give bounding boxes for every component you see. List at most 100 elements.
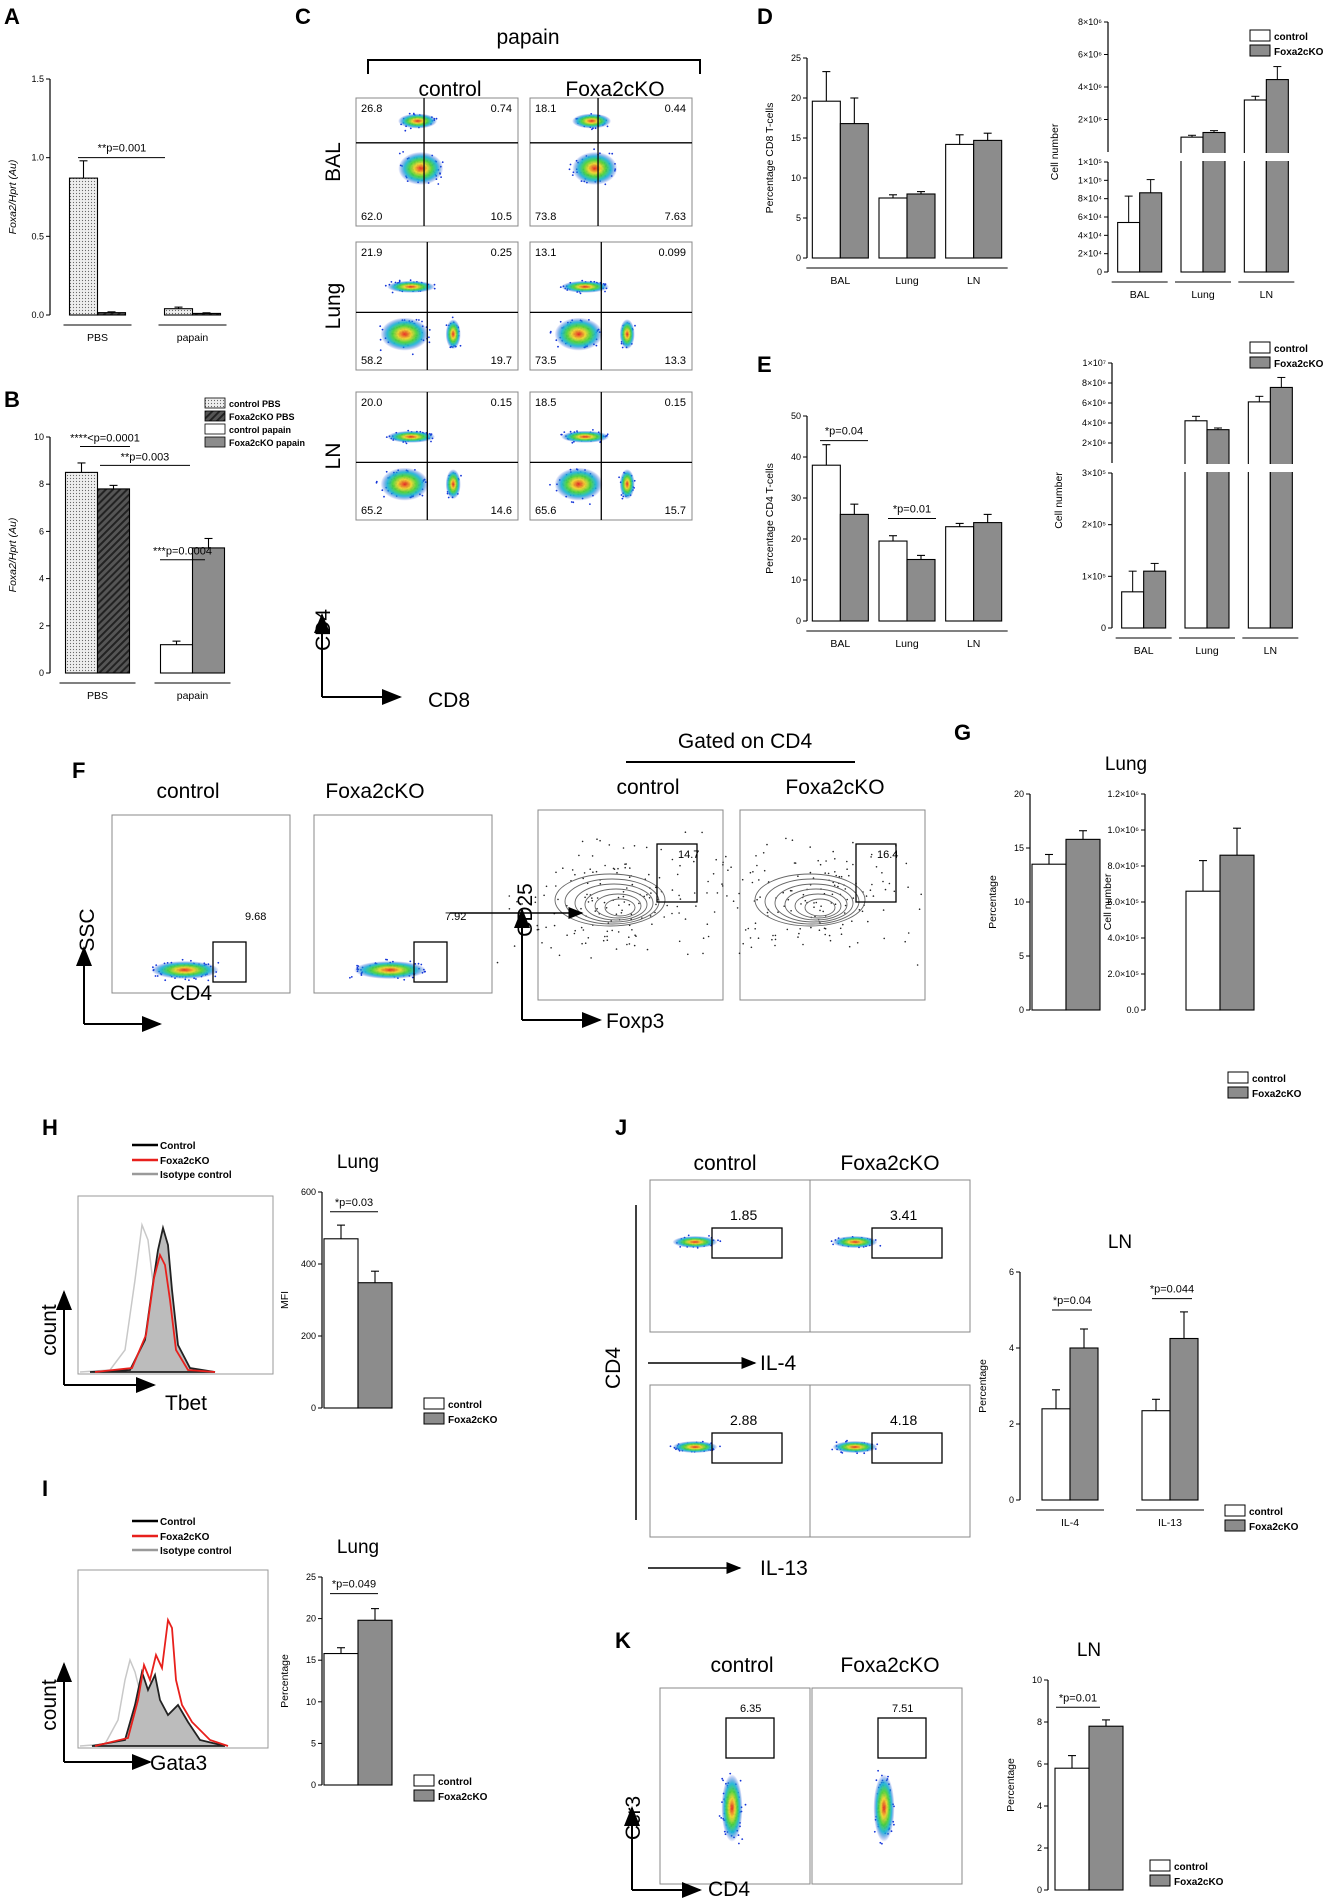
contour-dot [848,874,850,877]
contour-dot [881,872,883,874]
density-dot [893,1823,895,1826]
contour-line [754,873,866,927]
panel-f-y2: CD25 [514,883,537,937]
contour-dot [827,872,830,875]
panel-letter-i: I [42,1476,48,1501]
contour-dot [580,926,583,929]
contour-dot [655,886,657,889]
contour-dot [820,905,822,907]
gate-value: 1.85 [730,1207,757,1223]
contour-dot [843,912,846,914]
contour-dot [834,903,837,905]
contour-dot [550,947,552,949]
y-axis-label: Cell number [1053,472,1065,529]
legend-label-control: control [1274,344,1308,355]
contour-dot [646,948,649,951]
contour-dot [751,881,754,884]
h-legend-ko: Foxa2cKO [160,1156,210,1167]
contour-dot [774,944,776,947]
contour-dot [752,871,754,873]
density-blob [832,1441,878,1453]
panel-c-title: papain [496,26,559,49]
contour-dot [631,883,634,886]
y-tick-label: 15 [1014,843,1024,853]
contour-dot [622,891,625,893]
contour-dot [742,942,744,945]
quadrant-ur-value: 0.44 [665,103,686,115]
density-blob [832,1236,878,1248]
density-dot [568,168,571,171]
contour-dot [755,855,757,857]
density-dot [428,336,430,339]
y-tick-label: 4 [1009,1343,1014,1353]
density-dot [386,958,388,961]
quadrant-ll-value: 62.0 [361,211,382,223]
contour-dot [756,898,758,901]
quadrant-ur-value: 0.74 [491,103,512,115]
quadrant-ll-value: 73.8 [535,211,556,223]
panel-letter-d: D [757,4,773,29]
contour-dot [774,938,777,941]
chart-i: 0 5 10 15 20 25 Percentage Lung *p=0.049 [279,1537,393,1790]
contour-dot [621,909,623,912]
y-tick-label: 1.0×10⁶ [1108,825,1140,835]
sig-annotation: **p=0.003 [121,451,170,463]
y-axis-label: Percentage CD4 T-cells [764,463,776,574]
contour-dot [840,933,843,935]
i-control-fill [91,1668,226,1747]
density-dot [563,431,566,433]
contour-dot [825,860,827,862]
contour-dot [721,883,723,885]
contour-dot [747,927,750,930]
legend-label: control PBS [229,399,281,409]
bar-control [1031,863,1067,1011]
contour-dot [628,903,631,906]
density-blob [572,151,618,185]
contour-dot [817,859,819,862]
contour-dot [605,907,608,909]
contour-dot [722,864,724,866]
chart-g2: 0.0 2.0×10⁵ 4.0×10⁵ 6.0×10⁵ 8.0×10⁵ 1.0×10⁶ 1.… [1102,789,1255,1015]
sig-annotation: *p=0.01 [1059,1692,1097,1704]
category-label: BAL [830,275,850,287]
j-col1: control [693,1152,756,1175]
contour-dot [848,945,851,948]
contour-dot [591,897,593,899]
bar-control [945,526,975,622]
contour-dot [610,920,612,922]
density-blob [554,317,603,351]
legend-swatch-control [1249,341,1271,354]
y-tick-label: 2×10⁵ [1082,520,1106,530]
contour-dot [496,961,499,964]
density-dot [417,962,420,965]
legend-label-control: control [1274,32,1308,43]
contour-dot [791,890,793,892]
contour-dot [541,942,543,944]
density-dot [405,442,408,445]
density-dot [391,291,394,294]
y-tick-label: 0 [311,1780,316,1790]
contour-dot [633,845,636,847]
contour-dot [870,856,872,858]
panel-k: control Foxa2cKO 6.35 7.51 Ccr3 CD4 [622,1654,963,1899]
density-dot [738,1842,740,1845]
contour-dot [508,908,511,910]
bar-control [68,177,99,316]
bar-control [323,1238,359,1409]
contour-dot [655,903,657,906]
contour-dot [678,894,680,897]
contour-dot [611,929,613,932]
contour-dot [643,895,645,898]
contour-dot [888,882,891,885]
density-dot [719,1240,722,1243]
contour-dot [813,902,815,904]
contour-dot [798,932,800,935]
contour-dot [583,872,586,874]
panel-f-col2: Foxa2cKO [325,780,424,803]
density-dot [418,319,420,321]
contour-dot [613,868,616,870]
y-tick-label: 1×10⁷ [1082,358,1106,368]
y-tick-label: 20 [791,93,801,103]
contour-dot [651,923,653,925]
y-tick-label: 0.0 [31,310,44,320]
